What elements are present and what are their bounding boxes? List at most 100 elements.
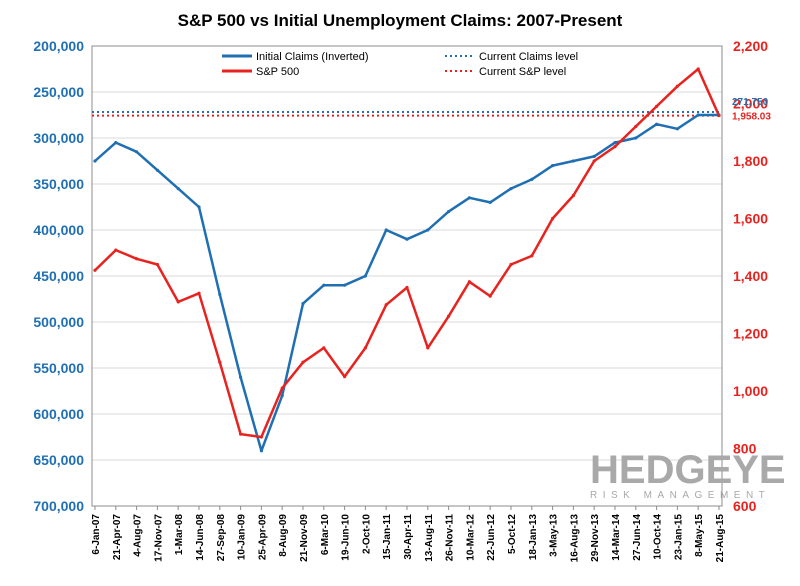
claims-point [467, 196, 471, 200]
right-tick-label: 1,800 [733, 153, 768, 169]
left-tick-label: 600,000 [33, 406, 84, 422]
x-tick-label: 22-Jun-12 [486, 514, 497, 561]
logo-main-text: HEDGEYE [590, 448, 786, 492]
left-tick-label: 500,000 [33, 314, 84, 330]
claims-point [259, 449, 263, 453]
claims-point [571, 159, 576, 163]
left-tick-label: 400,000 [33, 222, 84, 238]
spx-point [218, 360, 222, 364]
claims-point [114, 141, 118, 145]
spx-point [363, 346, 367, 350]
x-tick-label: 18-Jan-13 [528, 514, 539, 561]
legend: Initial Claims (Inverted) S&P 500 Curren… [222, 51, 578, 78]
claims-point [384, 228, 388, 232]
right-tick-label: 1,200 [733, 326, 768, 342]
spx-point [93, 268, 97, 272]
x-tick-label: 15-Jan-11 [382, 514, 393, 560]
spx-point [675, 84, 680, 88]
claims-point [322, 283, 326, 287]
claims-point [592, 154, 596, 158]
claims-point [135, 150, 139, 154]
x-tick-label: 13-Aug-11 [424, 514, 435, 562]
claims-point [488, 200, 492, 204]
x-tick-label: 3-May-13 [549, 514, 560, 557]
claims-point [363, 274, 367, 278]
chart-title: S&P 500 vs Initial Unemployment Claims: … [178, 11, 623, 30]
claims-point [197, 205, 201, 209]
claims-point [530, 177, 534, 181]
left-tick-label: 450,000 [33, 268, 84, 284]
spx-point [322, 346, 326, 350]
legend-claims-level-label: Current Claims level [479, 51, 578, 63]
spx-point [634, 124, 638, 129]
spx-point [592, 159, 596, 163]
x-tick-label: 16-Aug-13 [569, 514, 580, 563]
left-axis-ticks: 200,000 250,000 300,000 350,000 400,000 450,0… [33, 38, 84, 514]
spx-point [135, 257, 139, 261]
x-tick-label: 5-Oct-12 [507, 514, 518, 554]
spx-point [613, 145, 617, 149]
spx-point [405, 285, 409, 290]
x-tick-label: 21-Aug-15 [715, 514, 726, 563]
spx-point [571, 193, 576, 198]
right-tick-label: 2,200 [733, 38, 768, 54]
spx-point [176, 300, 180, 304]
x-tick-label: 30-Apr-11 [403, 514, 414, 560]
x-tick-label: 27-Jun-14 [632, 514, 643, 561]
spx-point [197, 291, 201, 295]
claims-point [218, 292, 222, 296]
x-tick-label: 4-Aug-07 [133, 514, 144, 557]
claims-point [301, 302, 305, 306]
right-tick-label: 800 [733, 441, 757, 457]
left-tick-label: 700,000 [33, 498, 84, 514]
claims-point [239, 375, 243, 379]
x-tick-label: 23-Jan-15 [673, 514, 684, 561]
left-tick-label: 250,000 [33, 84, 84, 100]
spx-point [696, 67, 700, 71]
right-axis-ticks: 2,200 2,000 1,800 1,600 1,400 1,200 1,000 800 60… [733, 38, 768, 514]
x-tick-label: 14-Jun-08 [195, 514, 206, 561]
left-tick-label: 550,000 [33, 360, 84, 376]
right-tick-label: 1,000 [733, 383, 768, 399]
claims-point [509, 187, 513, 191]
claims-point [176, 187, 180, 191]
claims-point [155, 168, 159, 172]
spx-point [655, 104, 659, 108]
left-tick-label: 200,000 [33, 38, 84, 54]
x-tick-label: 14-Mar-14 [611, 514, 622, 561]
spx-series-line [94, 67, 721, 439]
claims-point [696, 113, 700, 117]
claims-point [93, 159, 97, 163]
x-tick-label: 6-Mar-10 [320, 514, 331, 556]
left-tick-label: 300,000 [33, 130, 84, 146]
series-points [93, 67, 721, 453]
spx-point [259, 435, 263, 439]
spx-point [426, 346, 430, 350]
x-tick-label: 29-Nov-13 [590, 514, 601, 562]
legend-claims-label: Initial Claims (Inverted) [256, 51, 368, 63]
x-tick-label: 10-Jan-09 [237, 514, 248, 561]
x-tick-label: 21-Apr-07 [112, 514, 123, 561]
x-tick-label: 10-Oct-14 [653, 514, 664, 560]
spx-point [384, 303, 388, 307]
spx-point [239, 432, 243, 436]
x-tick-label: 10-Mar-12 [465, 514, 476, 561]
legend-spx-level-label: Current S&P level [479, 66, 566, 78]
logo-sub-text: RISK MANAGEMENT [590, 490, 770, 501]
claims-point [447, 210, 451, 214]
spx-point [447, 314, 451, 318]
claims-point [551, 164, 555, 168]
right-tick-label: 1,400 [733, 268, 768, 284]
current-claims-label: 271,750 [732, 97, 769, 108]
spx-point [280, 386, 284, 390]
spx-point [509, 262, 513, 267]
right-tick-label: 600 [733, 498, 757, 514]
spx-point [551, 216, 555, 221]
spx-point [717, 113, 721, 118]
x-tick-label: 1-Mar-08 [174, 514, 185, 556]
x-tick-label: 26-Nov-11 [445, 514, 456, 562]
hedgeye-logo: HEDGEYE RISK MANAGEMENT [590, 448, 786, 501]
spx-point [301, 360, 305, 364]
claims-point [613, 141, 617, 145]
